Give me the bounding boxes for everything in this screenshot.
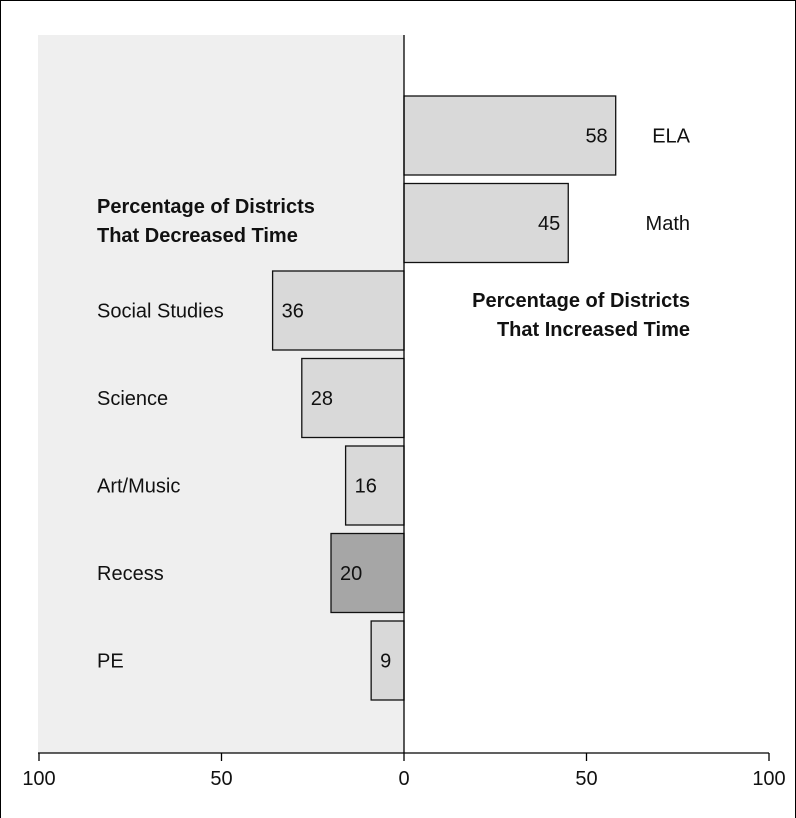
- x-tick-label: 50: [575, 768, 597, 790]
- bar-social-studies: [271, 270, 405, 351]
- value-label-math: 45: [538, 213, 560, 235]
- value-label-pe: 9: [380, 651, 391, 673]
- category-label-art-music: Art/Music: [97, 476, 180, 498]
- bar-pe: [370, 620, 405, 701]
- x-tick-label: 100: [752, 768, 785, 790]
- category-label-science: Science: [97, 388, 168, 410]
- bar-art-music: [344, 445, 405, 526]
- value-label-recess: 20: [340, 563, 362, 585]
- increased-annotation-line-1: Percentage of Districts: [472, 290, 690, 312]
- category-label-social-studies: Social Studies: [97, 301, 224, 323]
- category-labels: ELA Math Social Studies Science Art/Music Rec…: [97, 126, 691, 673]
- increased-annotation-line-2: That Increased Time: [497, 319, 690, 341]
- value-label-social-studies: 36: [282, 301, 304, 323]
- value-label-art-music: 16: [355, 476, 377, 498]
- x-tick-label: 100: [22, 768, 55, 790]
- bar-recess: [330, 532, 405, 614]
- value-label-science: 28: [311, 388, 333, 410]
- value-label-ela: 58: [585, 126, 607, 148]
- category-label-pe: PE: [97, 651, 124, 673]
- decreased-annotation-line-1: Percentage of Districts: [97, 196, 315, 218]
- bar-science: [301, 357, 405, 439]
- bars: 58 45 36 28 16 20 9: [271, 95, 617, 701]
- category-label-ela: ELA: [652, 126, 690, 148]
- decreased-annotation-line-2: That Decreased Time: [97, 225, 298, 247]
- x-axis: 100 50 0 50 100: [22, 35, 786, 790]
- x-tick-label: 50: [210, 768, 232, 790]
- category-label-math: Math: [646, 213, 690, 235]
- x-tick-label: 0: [398, 768, 409, 790]
- bar-ela: [403, 95, 617, 176]
- category-label-recess: Recess: [97, 563, 164, 585]
- bar-math: [403, 182, 569, 264]
